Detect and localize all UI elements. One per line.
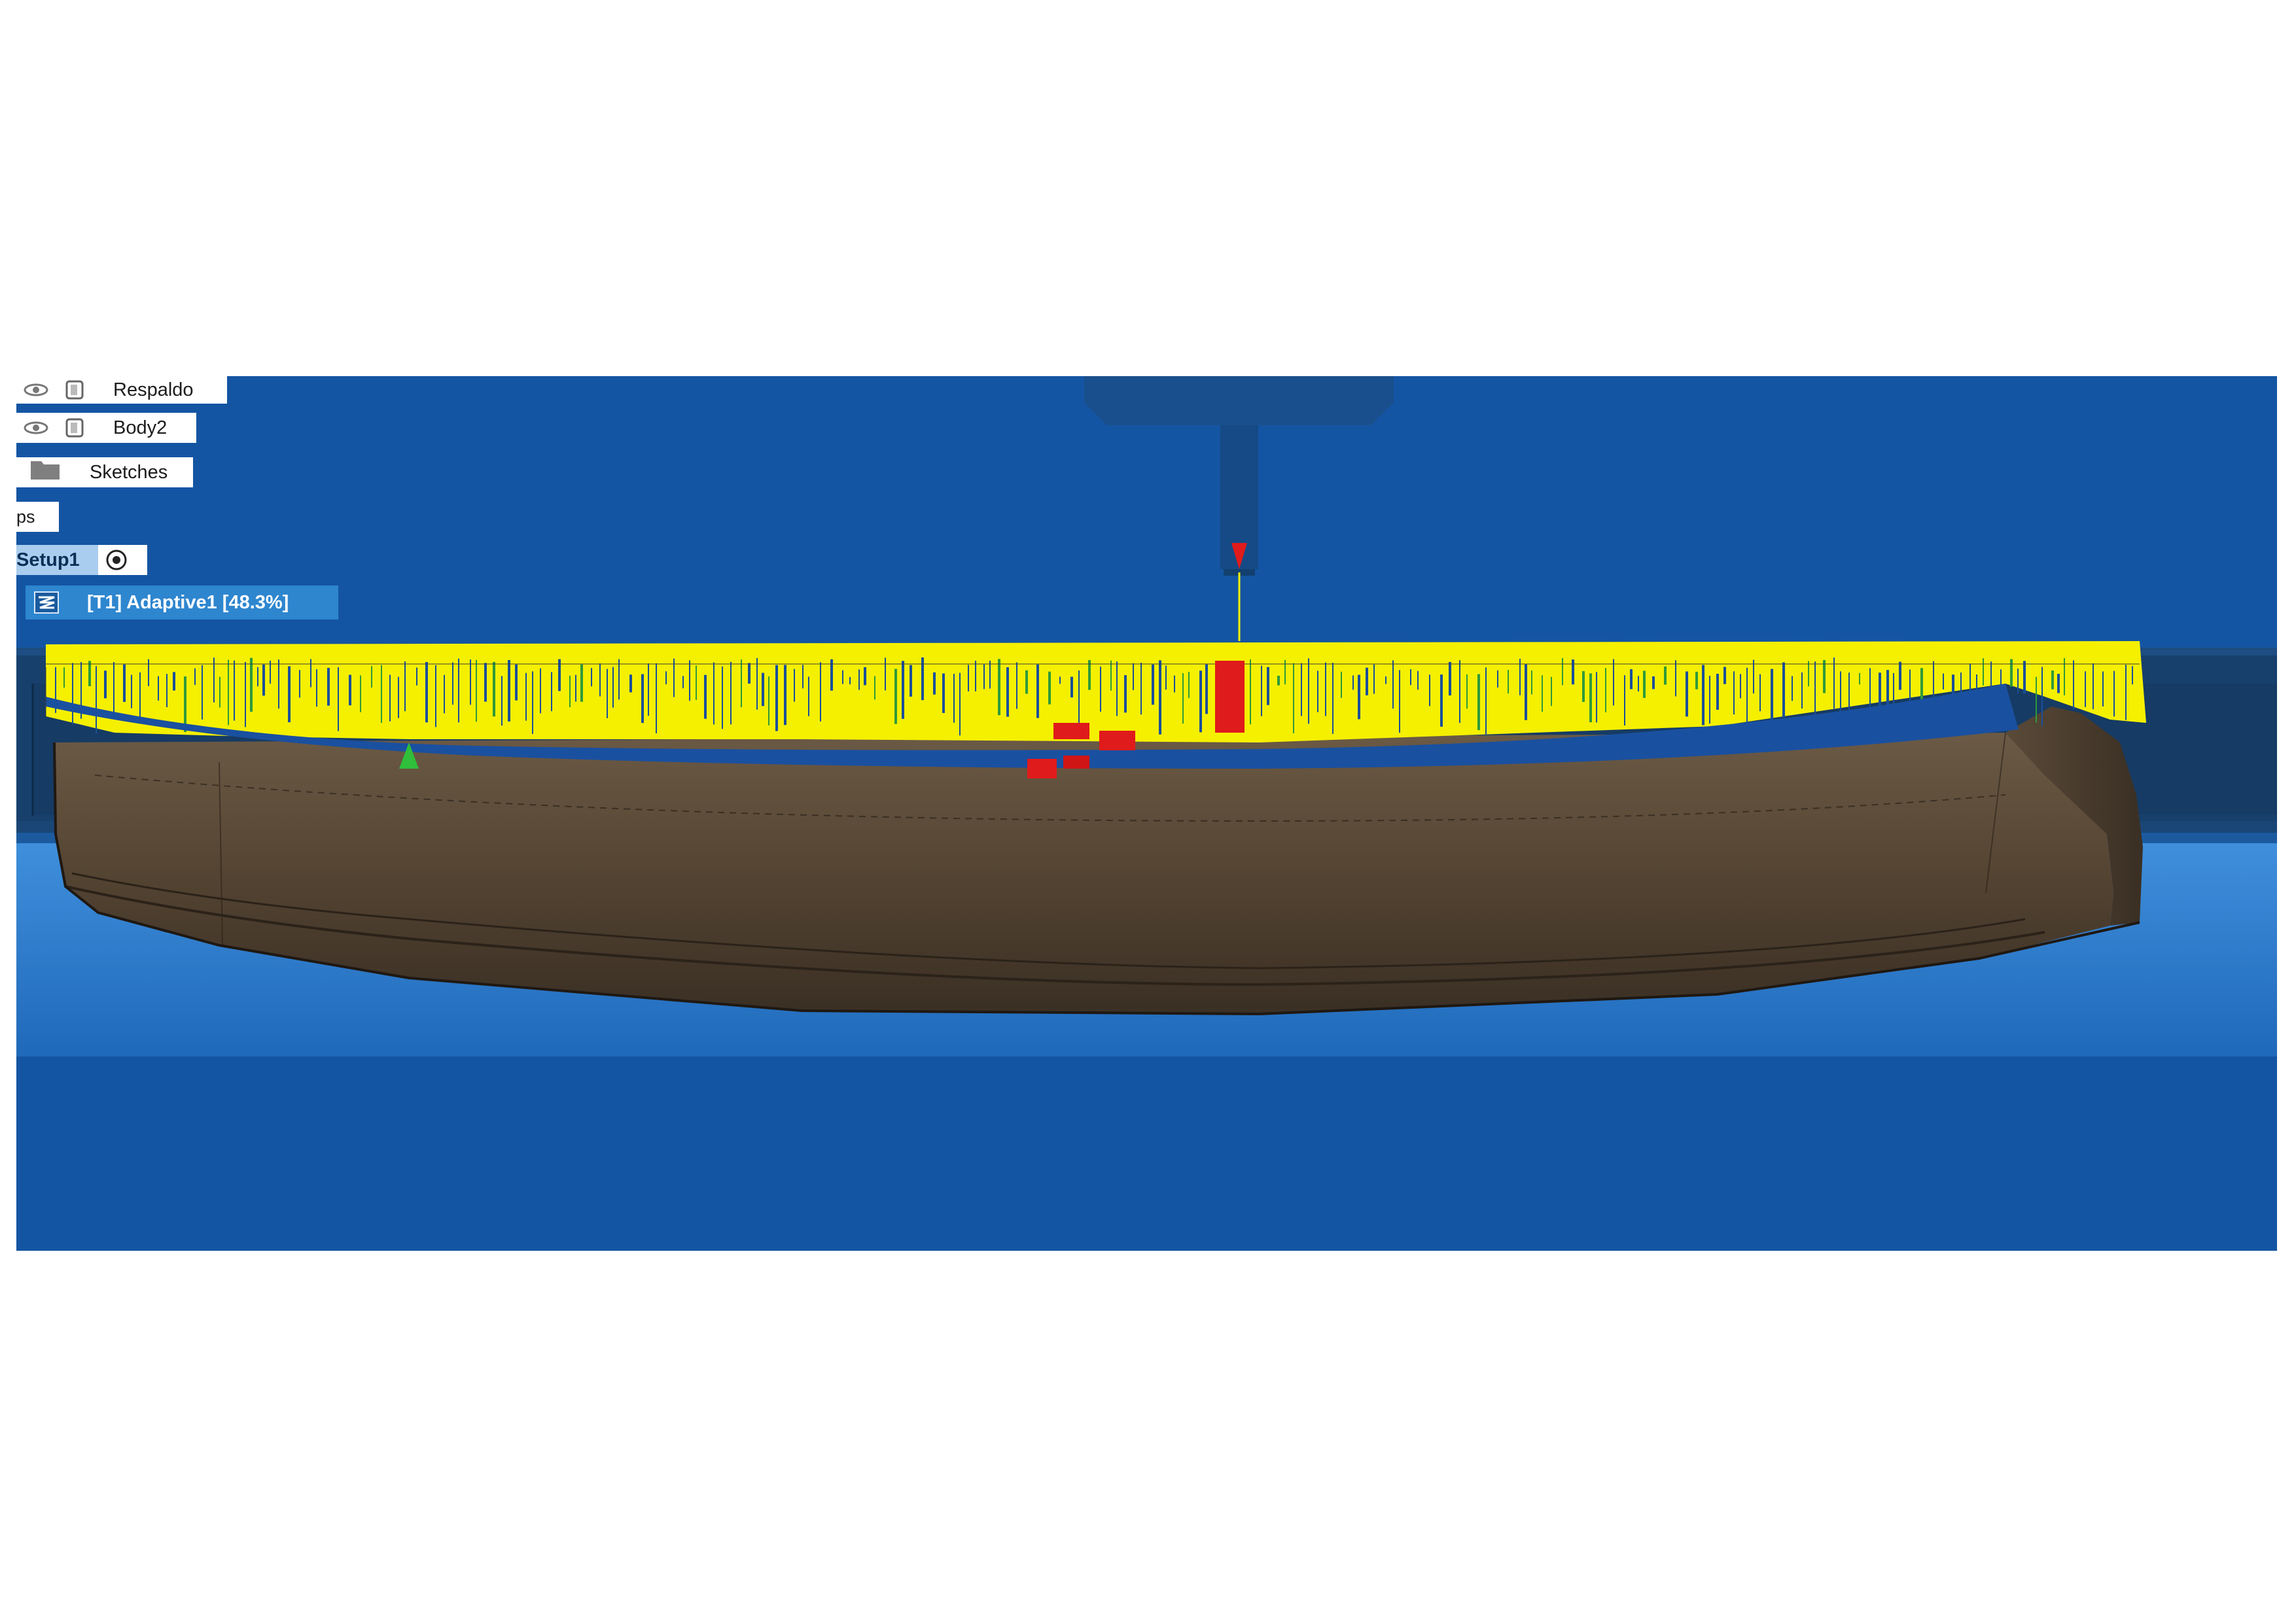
browser-node-body2[interactable]: Body2 xyxy=(16,413,196,443)
browser-node-respaldo[interactable]: Respaldo xyxy=(16,376,227,404)
tool-position-markers xyxy=(1027,661,1245,778)
browser-node-label: Respaldo xyxy=(113,379,194,400)
eye-icon[interactable] xyxy=(20,380,52,400)
folder-icon xyxy=(29,459,61,486)
cam-scene xyxy=(16,376,2277,1251)
adaptive-toolpath-icon xyxy=(32,589,61,616)
toolpath-start-marker xyxy=(399,742,419,769)
browser-node-sketches[interactable]: Sketches xyxy=(16,457,193,487)
target-icon[interactable] xyxy=(105,548,128,572)
part-hull xyxy=(53,707,2143,1016)
browser-node-label: Body2 xyxy=(113,417,168,438)
browser-node-setups[interactable]: ps xyxy=(16,502,59,532)
browser-node-setup1[interactable]: Setup1 xyxy=(16,545,147,575)
setup-label: Setup1 xyxy=(16,545,98,575)
body-icon xyxy=(62,415,87,440)
tool-tip-indicator xyxy=(1231,543,1247,641)
body-icon xyxy=(62,377,87,402)
graphics-viewport[interactable]: Respaldo Body2 Sketches ps Setup1 [T1] A… xyxy=(16,376,2277,1251)
operation-label: [T1] Adaptive1 [48.3%] xyxy=(87,591,289,613)
browser-node-label: Sketches xyxy=(90,461,168,483)
toolpath-adaptive1 xyxy=(45,641,2146,769)
eye-icon[interactable] xyxy=(20,418,52,438)
browser-node-label: ps xyxy=(16,506,35,527)
browser-node-operation[interactable]: [T1] Adaptive1 [48.3%] xyxy=(26,585,338,620)
